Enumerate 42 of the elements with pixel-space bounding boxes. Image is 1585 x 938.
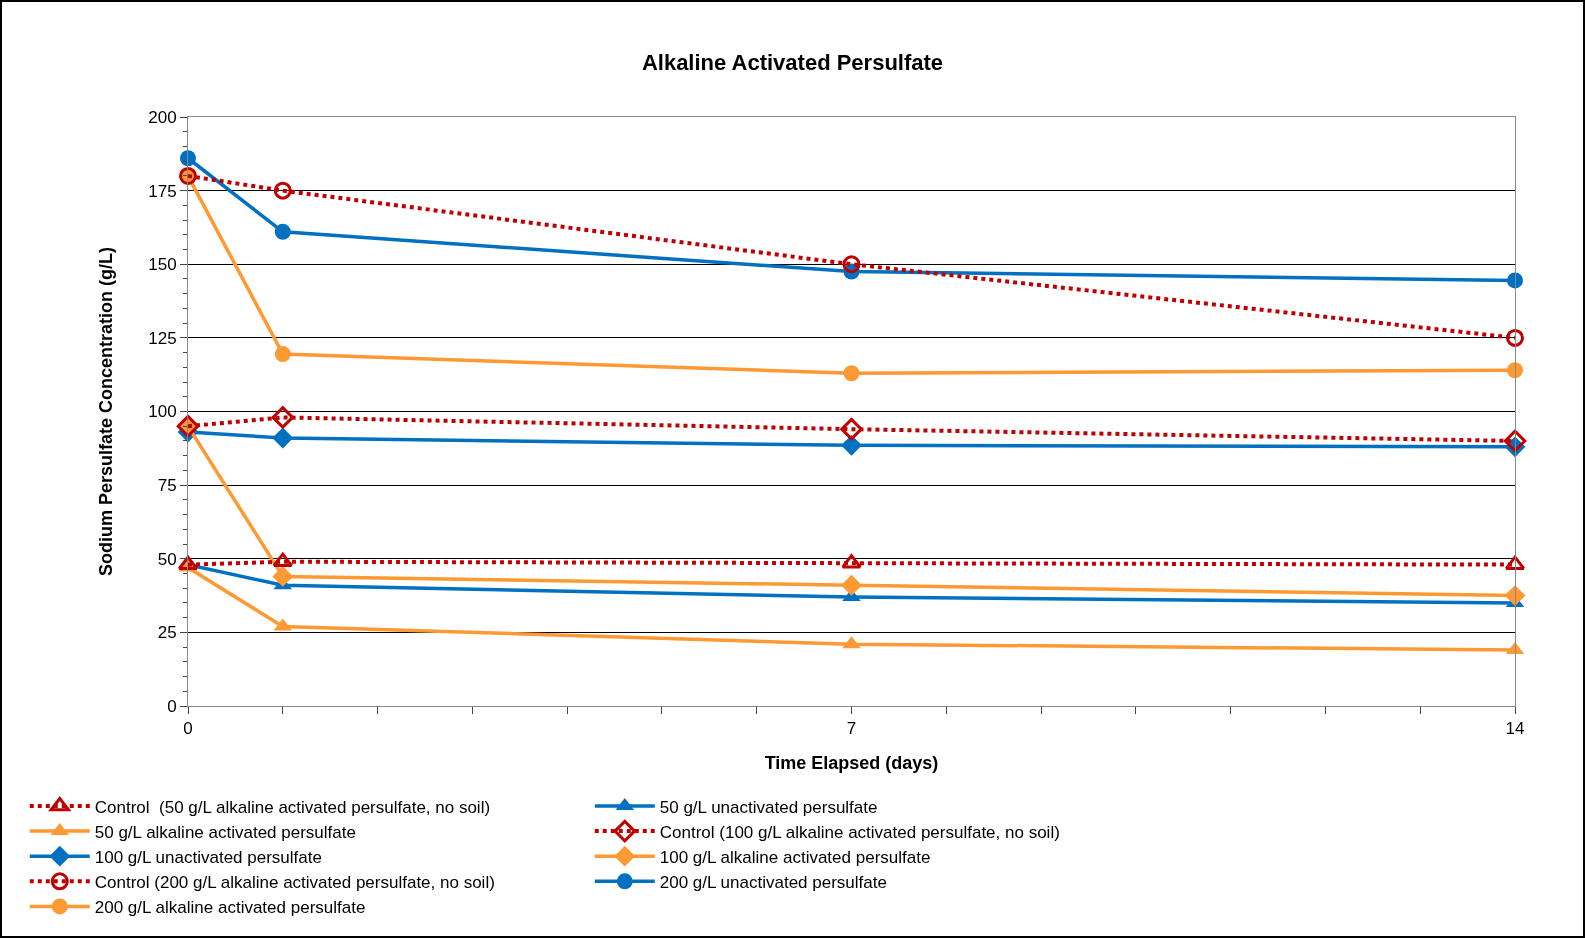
y-tick-label: 75 <box>157 476 177 496</box>
y-tick-label: 200 <box>148 107 177 127</box>
legend-label: Control (50 g/L alkaline activated persulfate, no soil) <box>94 797 491 817</box>
point <box>1507 272 1523 289</box>
point <box>841 574 862 596</box>
point <box>1507 362 1523 379</box>
point <box>180 150 196 167</box>
y-tick-label: 175 <box>148 181 177 201</box>
y-tick-label: 100 <box>148 402 177 422</box>
legend-label: Control (100 g/L alkaline activated persulfate, no soil) <box>659 822 1060 842</box>
chart-title: Alkaline Activated Persulfate <box>641 50 944 76</box>
point <box>843 365 860 382</box>
legend-label: 200 g/L alkaline activated persulfate <box>94 898 366 918</box>
legend-label: 50 g/L unactivated persulfate <box>659 797 878 817</box>
legend-label: 100 g/L unactivated persulfate <box>94 847 322 867</box>
y-tick-label: 0 <box>167 696 177 716</box>
point <box>840 417 863 441</box>
point <box>841 554 862 569</box>
point <box>274 346 291 363</box>
y-tick-label: 125 <box>148 328 177 348</box>
x-tick-label: 0 <box>183 719 193 739</box>
point <box>1503 429 1527 453</box>
legend-label: 200 g/L unactivated persulfate <box>659 872 887 892</box>
point <box>272 552 293 567</box>
point <box>272 566 294 587</box>
y-axis-title: Sodium Persulfate Concentration (g/L) <box>96 246 117 577</box>
point <box>842 255 861 274</box>
point <box>271 406 295 429</box>
legend-label: 50 g/L alkaline activated persulfate <box>94 822 356 842</box>
point <box>273 181 292 200</box>
y-tick-label: 50 <box>157 549 177 569</box>
legend-label: 100 g/L alkaline activated persulfate <box>659 847 931 867</box>
legend-label: Control (200 g/L alkaline activated persulfate, no soil) <box>94 872 495 892</box>
y-tick-label: 150 <box>148 255 177 275</box>
y-tick-label: 25 <box>157 623 177 643</box>
point <box>272 427 294 449</box>
point <box>274 223 291 240</box>
point <box>1506 328 1524 347</box>
x-tick-label: 14 <box>1505 719 1525 739</box>
point <box>841 434 862 456</box>
x-axis-title: Time Elapsed (days) <box>764 752 939 773</box>
x-tick-label: 7 <box>846 719 857 739</box>
